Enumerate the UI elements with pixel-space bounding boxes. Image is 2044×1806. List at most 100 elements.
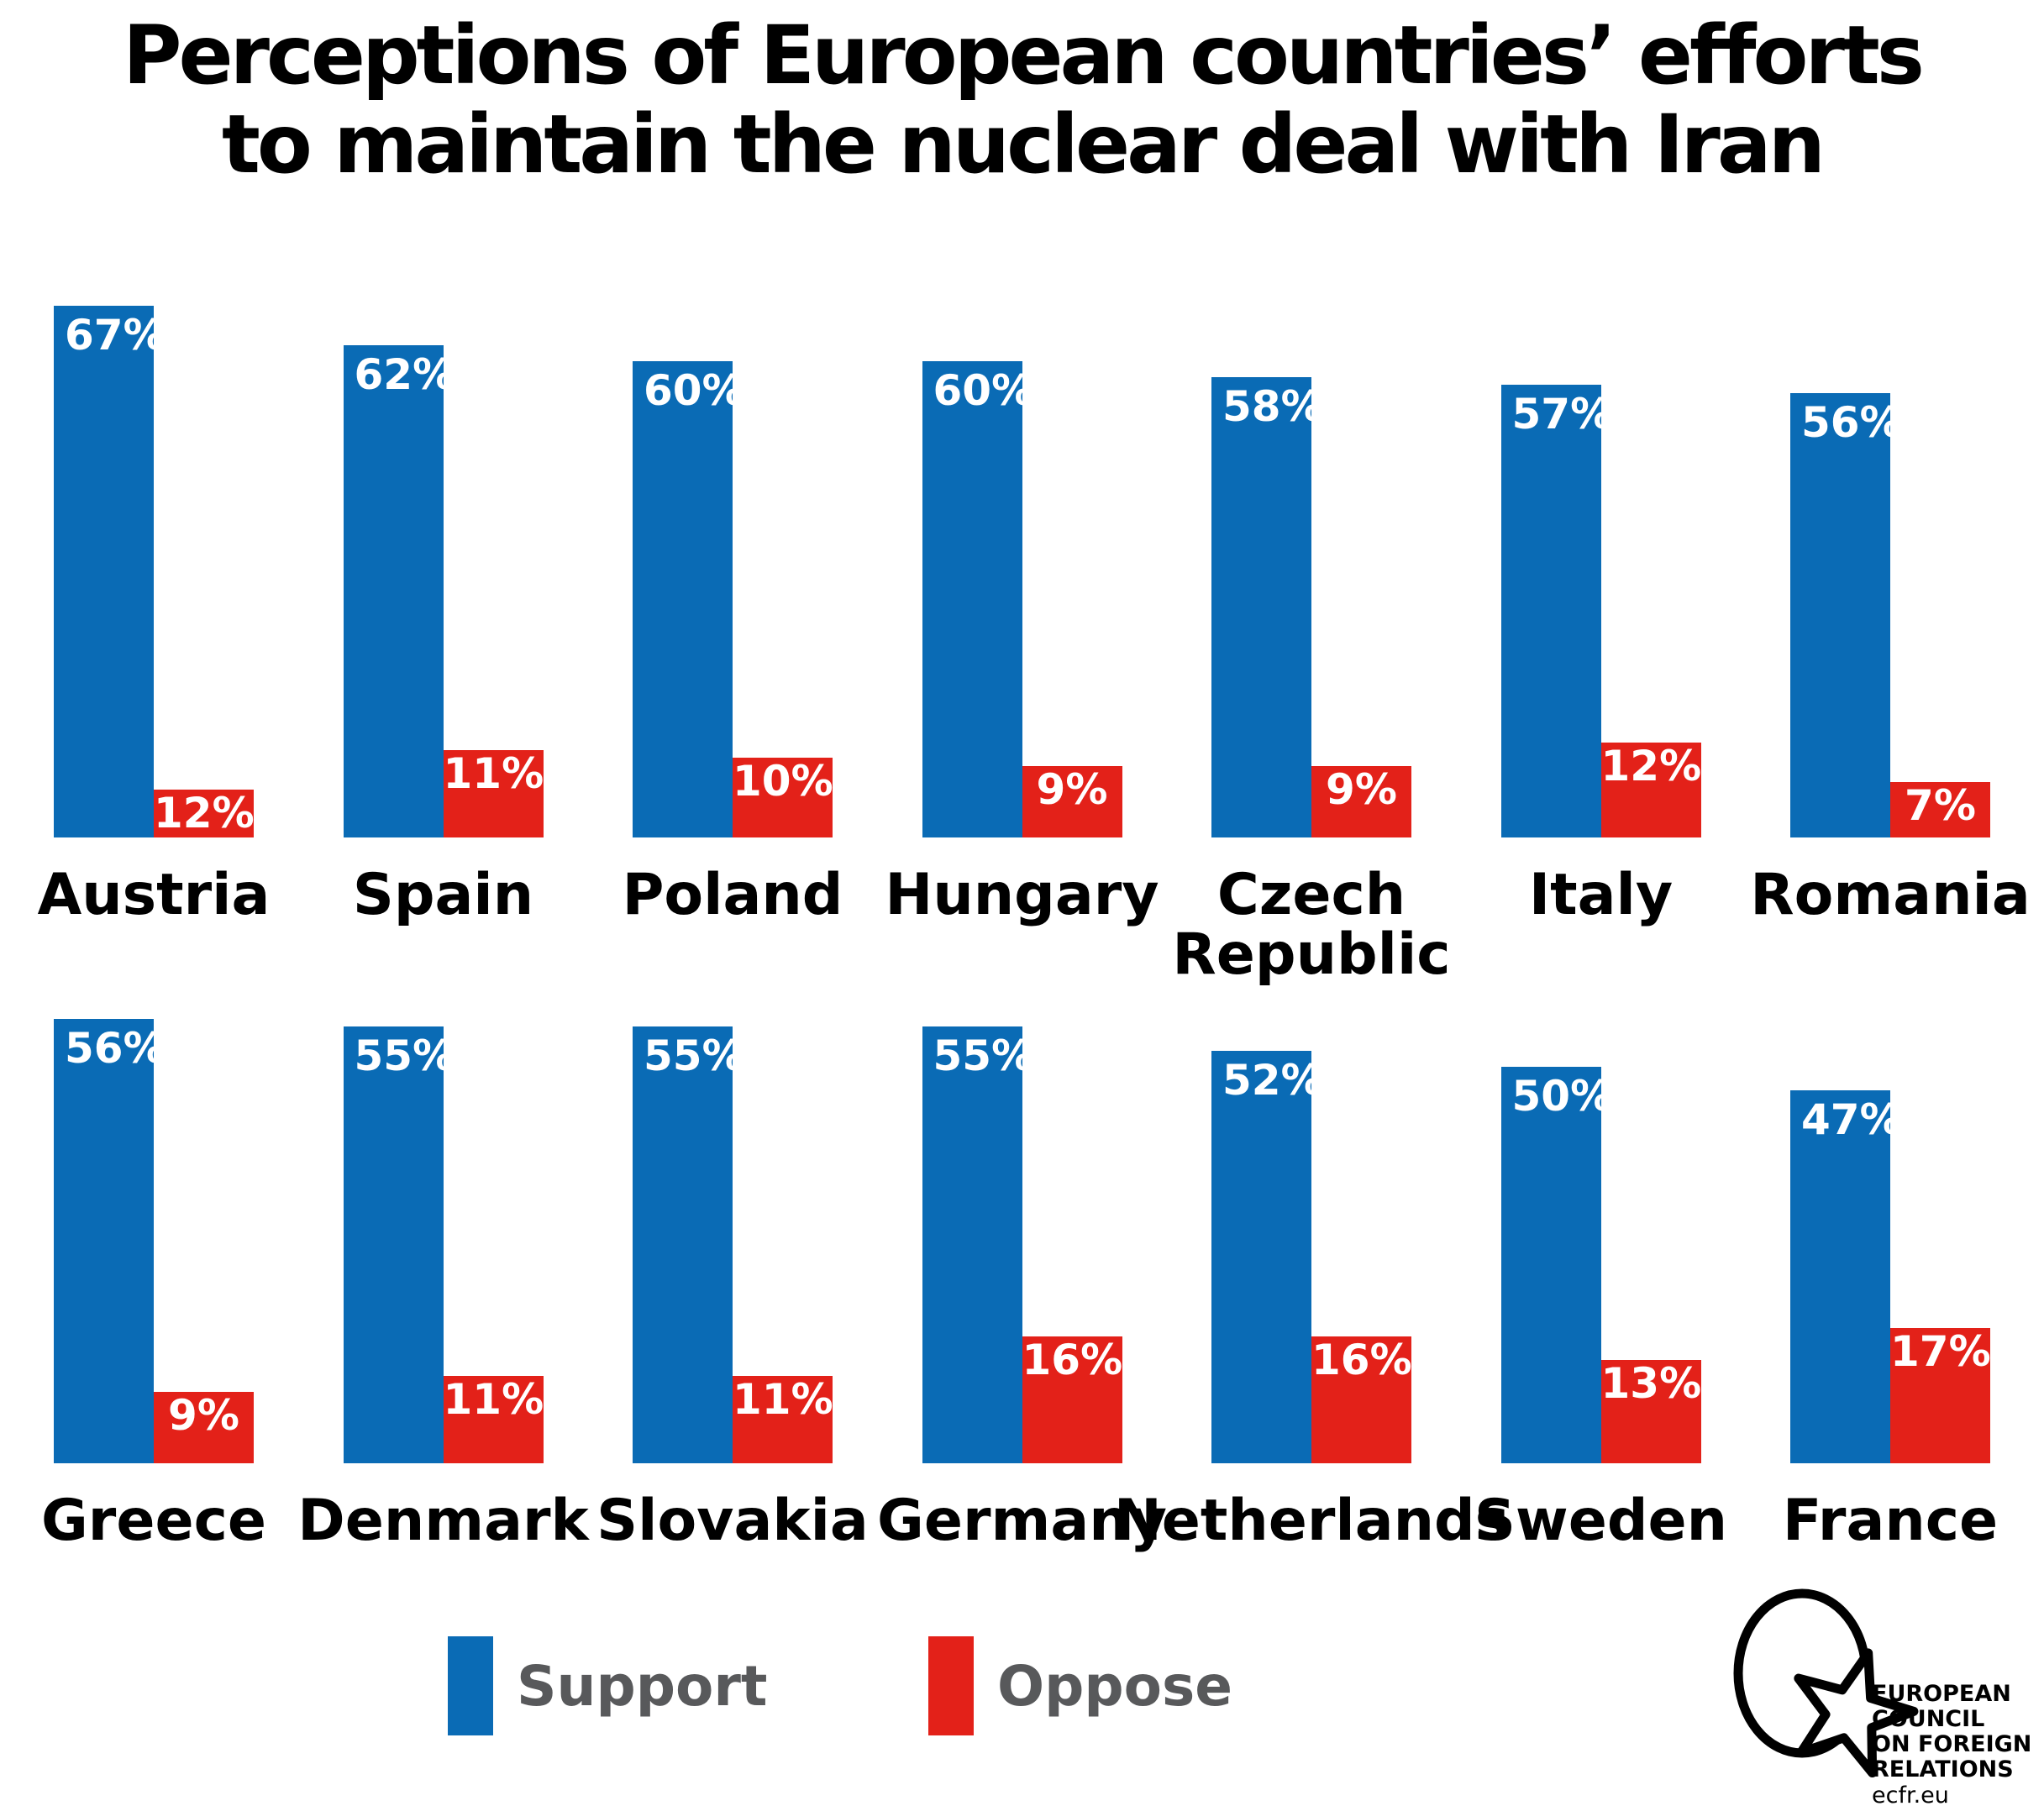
oppose-value-label: 10% <box>733 757 833 806</box>
chart-title-line-1: Perceptions of European countries’ effor… <box>123 8 1925 102</box>
support-value-label: 56% <box>65 1024 166 1073</box>
oppose-value-label: 16% <box>1022 1336 1123 1384</box>
support-bar: 52% <box>1211 1051 1323 1463</box>
oppose-value-label: 12% <box>1600 742 1702 790</box>
oppose-bar: 16% <box>1022 1336 1122 1463</box>
support-bar: 47% <box>1790 1090 1902 1463</box>
oppose-value-label: 9% <box>1326 765 1397 814</box>
country-label: Netherlands <box>1113 1488 1510 1554</box>
support-value-label: 47% <box>1801 1095 1902 1144</box>
country-group-hungary: 60% 9% Hungary <box>885 266 1159 925</box>
oppose-bar: 7% <box>1890 782 1990 837</box>
support-value-label: 52% <box>1222 1056 1323 1105</box>
country-label: France <box>1782 1488 1999 1554</box>
support-value-label: 55% <box>644 1032 744 1080</box>
support-value-label: 67% <box>65 311 166 360</box>
country-group-denmark: 55% 11% Denmark <box>297 993 589 1551</box>
legend-label-support: Support <box>517 1653 768 1719</box>
support-value-label: 60% <box>933 366 1034 415</box>
country-label: Austria <box>37 862 271 928</box>
oppose-value-label: 11% <box>733 1375 833 1424</box>
country-group-romania: 56% 7% Romania <box>1750 266 2031 925</box>
chart-title-line-2: to maintain the nuclear deal with Iran <box>222 97 1826 192</box>
country-group-italy: 57% 12% Italy <box>1500 266 1702 925</box>
oppose-bar: 9% <box>1022 766 1122 837</box>
support-value-label: 55% <box>933 1032 1034 1080</box>
support-bar: 50% <box>1500 1067 1612 1463</box>
oppose-value-label: 11% <box>443 1375 544 1424</box>
country-group-germany: 55% 16% Germany <box>877 993 1167 1551</box>
support-bar: 57% <box>1500 385 1612 837</box>
oppose-value-label: 13% <box>1600 1359 1702 1408</box>
country-group-spain: 62% 11% Spain <box>343 266 544 925</box>
support-bar: 60% <box>922 361 1033 837</box>
chart-row-2: 56% 9% Greece 55% 11% Denmark 55% 11% Slovakia 55… <box>41 993 1998 1551</box>
support-value-label: 50% <box>1511 1072 1613 1121</box>
support-value-label: 60% <box>644 366 744 415</box>
country-group-austria: 67% 12% Austria <box>38 266 270 925</box>
oppose-value-label: 12% <box>154 789 255 837</box>
country-label: Sweden <box>1474 1488 1728 1554</box>
country-group-czech-republic: 58% 9% Czech Republic <box>1172 266 1451 984</box>
country-group-greece: 56% 9% Greece <box>41 993 266 1551</box>
logo-text-line-2: COUNCIL <box>1872 1706 1984 1732</box>
country-group-france: 47% 17% France <box>1783 993 1998 1551</box>
country-group-poland: 60% 10% Poland <box>623 266 843 925</box>
country-label: Spain <box>352 862 534 928</box>
support-color-swatch <box>448 1636 493 1735</box>
support-value-label: 57% <box>1511 390 1613 438</box>
support-bar: 67% <box>54 306 166 837</box>
support-bar: 62% <box>343 345 455 837</box>
country-label: Romania <box>1750 862 2031 928</box>
support-value-label: 62% <box>354 350 455 399</box>
oppose-bar: 11% <box>443 749 544 837</box>
logo-star-icon <box>1794 1648 1919 1778</box>
country-group-netherlands: 52% 16% Netherlands <box>1114 993 1509 1551</box>
oppose-bar: 12% <box>1600 742 1702 837</box>
support-bar: 55% <box>343 1026 455 1463</box>
oppose-bar: 9% <box>154 1392 254 1463</box>
support-bar: 55% <box>633 1026 744 1463</box>
ecfr-logo: EUROPEAN COUNCIL ON FOREIGN RELATIONS ec… <box>1733 1588 2031 1806</box>
country-group-slovakia: 55% 11% Slovakia <box>596 993 869 1551</box>
country-label: Germany <box>877 1488 1167 1554</box>
support-value-label: 55% <box>354 1032 455 1080</box>
country-label: Denmark <box>297 1488 589 1554</box>
support-bar: 58% <box>1211 377 1323 837</box>
logo-text-line-4: RELATIONS <box>1872 1756 2014 1782</box>
logo-text-line-3: ON FOREIGN <box>1872 1731 2031 1757</box>
oppose-value-label: 16% <box>1311 1336 1412 1384</box>
oppose-value-label: 9% <box>1036 765 1108 814</box>
country-label: Poland <box>622 862 843 928</box>
oppose-value-label: 7% <box>1905 781 1976 830</box>
support-bar: 60% <box>633 361 744 837</box>
oppose-value-label: 11% <box>443 749 544 798</box>
oppose-bar: 11% <box>443 1375 544 1463</box>
logo-site-url: ecfr.eu <box>1872 1782 1949 1806</box>
country-label: Hungary <box>885 862 1159 928</box>
legend-item-oppose: Oppose <box>928 1636 1232 1735</box>
country-label: Czech Republic <box>1172 862 1451 988</box>
legend-item-support: Support <box>448 1636 767 1735</box>
support-bar: 55% <box>922 1026 1033 1463</box>
oppose-color-swatch <box>928 1636 974 1735</box>
legend-label-oppose: Oppose <box>997 1653 1232 1719</box>
legend: Support Oppose <box>0 1636 2044 1737</box>
support-bar: 56% <box>54 1019 166 1463</box>
country-label: Italy <box>1528 862 1674 928</box>
oppose-bar: 16% <box>1311 1336 1412 1463</box>
country-label: Slovakia <box>596 1488 869 1554</box>
oppose-bar: 17% <box>1890 1327 1991 1463</box>
chart-row-1: 67% 12% Austria 62% 11% Spain 60% 10% Poland 60% 9… <box>38 266 2031 984</box>
support-value-label: 56% <box>1801 398 1902 447</box>
oppose-bar: 10% <box>733 758 833 837</box>
support-value-label: 58% <box>1222 382 1323 431</box>
support-bar: 56% <box>1790 393 1902 837</box>
oppose-bar: 9% <box>1311 766 1411 837</box>
oppose-value-label: 17% <box>1890 1327 1991 1376</box>
oppose-bar: 11% <box>733 1376 833 1463</box>
oppose-value-label: 9% <box>168 1391 239 1440</box>
oppose-bar: 13% <box>1600 1359 1702 1463</box>
country-label: Greece <box>40 1488 267 1554</box>
